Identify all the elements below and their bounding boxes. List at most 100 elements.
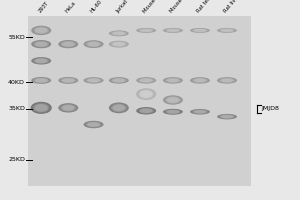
Ellipse shape	[218, 28, 236, 33]
Text: HL-60: HL-60	[90, 0, 104, 14]
Ellipse shape	[34, 104, 48, 112]
Ellipse shape	[110, 31, 128, 36]
Ellipse shape	[31, 40, 51, 48]
Ellipse shape	[34, 41, 49, 47]
Ellipse shape	[221, 29, 233, 32]
Ellipse shape	[136, 77, 156, 84]
Ellipse shape	[136, 88, 156, 100]
Ellipse shape	[221, 78, 233, 82]
Ellipse shape	[165, 78, 180, 83]
Ellipse shape	[85, 78, 102, 83]
Ellipse shape	[139, 78, 154, 83]
Text: JMJD8: JMJD8	[262, 106, 280, 111]
Ellipse shape	[112, 42, 125, 46]
Ellipse shape	[33, 103, 49, 112]
Ellipse shape	[111, 31, 126, 36]
Ellipse shape	[191, 78, 209, 83]
Text: Jurkat: Jurkat	[115, 0, 129, 14]
Ellipse shape	[32, 77, 50, 83]
Ellipse shape	[112, 104, 125, 111]
Ellipse shape	[35, 42, 47, 47]
Ellipse shape	[163, 109, 183, 115]
Ellipse shape	[34, 58, 49, 64]
Ellipse shape	[140, 29, 152, 32]
Ellipse shape	[165, 29, 180, 32]
Ellipse shape	[59, 77, 77, 83]
Ellipse shape	[31, 57, 51, 65]
Ellipse shape	[136, 107, 156, 115]
Ellipse shape	[109, 41, 129, 48]
Ellipse shape	[85, 41, 102, 48]
Ellipse shape	[221, 115, 233, 118]
Ellipse shape	[167, 78, 179, 82]
Ellipse shape	[193, 29, 208, 32]
Ellipse shape	[84, 121, 103, 128]
Ellipse shape	[140, 90, 152, 98]
Ellipse shape	[190, 28, 210, 33]
Ellipse shape	[87, 42, 100, 47]
Ellipse shape	[85, 121, 102, 128]
Ellipse shape	[58, 40, 78, 48]
Ellipse shape	[163, 77, 183, 84]
Ellipse shape	[32, 26, 50, 35]
Ellipse shape	[59, 41, 77, 48]
Ellipse shape	[165, 110, 180, 114]
Text: 25KD: 25KD	[8, 157, 25, 162]
Ellipse shape	[31, 26, 51, 35]
Ellipse shape	[62, 78, 74, 83]
Ellipse shape	[31, 77, 51, 84]
Ellipse shape	[193, 110, 208, 114]
Bar	[28, 16, 251, 186]
Ellipse shape	[62, 105, 74, 111]
Ellipse shape	[163, 95, 183, 105]
Ellipse shape	[164, 28, 182, 33]
Text: Mouse liver: Mouse liver	[169, 0, 192, 14]
Ellipse shape	[217, 114, 237, 119]
Ellipse shape	[218, 78, 236, 83]
Ellipse shape	[220, 29, 235, 32]
Text: 35KD: 35KD	[8, 106, 25, 111]
Ellipse shape	[137, 108, 155, 114]
Text: Rat liver: Rat liver	[223, 0, 241, 14]
Ellipse shape	[35, 78, 47, 83]
Ellipse shape	[110, 103, 128, 113]
Ellipse shape	[84, 40, 103, 48]
Ellipse shape	[62, 42, 74, 47]
Ellipse shape	[191, 109, 209, 114]
Ellipse shape	[140, 108, 152, 113]
Ellipse shape	[167, 97, 179, 103]
Ellipse shape	[194, 110, 206, 113]
Ellipse shape	[61, 41, 76, 47]
Ellipse shape	[139, 29, 154, 32]
Ellipse shape	[191, 28, 209, 33]
Ellipse shape	[34, 27, 49, 34]
Ellipse shape	[167, 29, 179, 32]
Ellipse shape	[109, 30, 129, 36]
Ellipse shape	[193, 78, 208, 83]
Ellipse shape	[109, 77, 129, 84]
Ellipse shape	[87, 78, 100, 82]
Ellipse shape	[58, 77, 78, 84]
Ellipse shape	[61, 104, 76, 111]
Ellipse shape	[112, 78, 125, 82]
Text: Rat testis: Rat testis	[196, 0, 216, 14]
Ellipse shape	[220, 78, 235, 83]
Ellipse shape	[111, 42, 126, 47]
Ellipse shape	[58, 103, 78, 113]
Ellipse shape	[34, 78, 49, 83]
Text: HeLa: HeLa	[64, 0, 77, 14]
Ellipse shape	[86, 122, 101, 127]
Ellipse shape	[86, 41, 101, 47]
Ellipse shape	[111, 78, 126, 83]
Ellipse shape	[136, 28, 156, 33]
Ellipse shape	[35, 58, 47, 63]
Text: 40KD: 40KD	[8, 80, 25, 85]
Ellipse shape	[164, 78, 182, 83]
Ellipse shape	[32, 103, 50, 113]
Text: Mouse kidney: Mouse kidney	[142, 0, 169, 14]
Ellipse shape	[59, 104, 77, 112]
Ellipse shape	[217, 28, 237, 33]
Text: 55KD: 55KD	[8, 35, 25, 40]
Ellipse shape	[31, 102, 52, 114]
Ellipse shape	[164, 96, 182, 104]
